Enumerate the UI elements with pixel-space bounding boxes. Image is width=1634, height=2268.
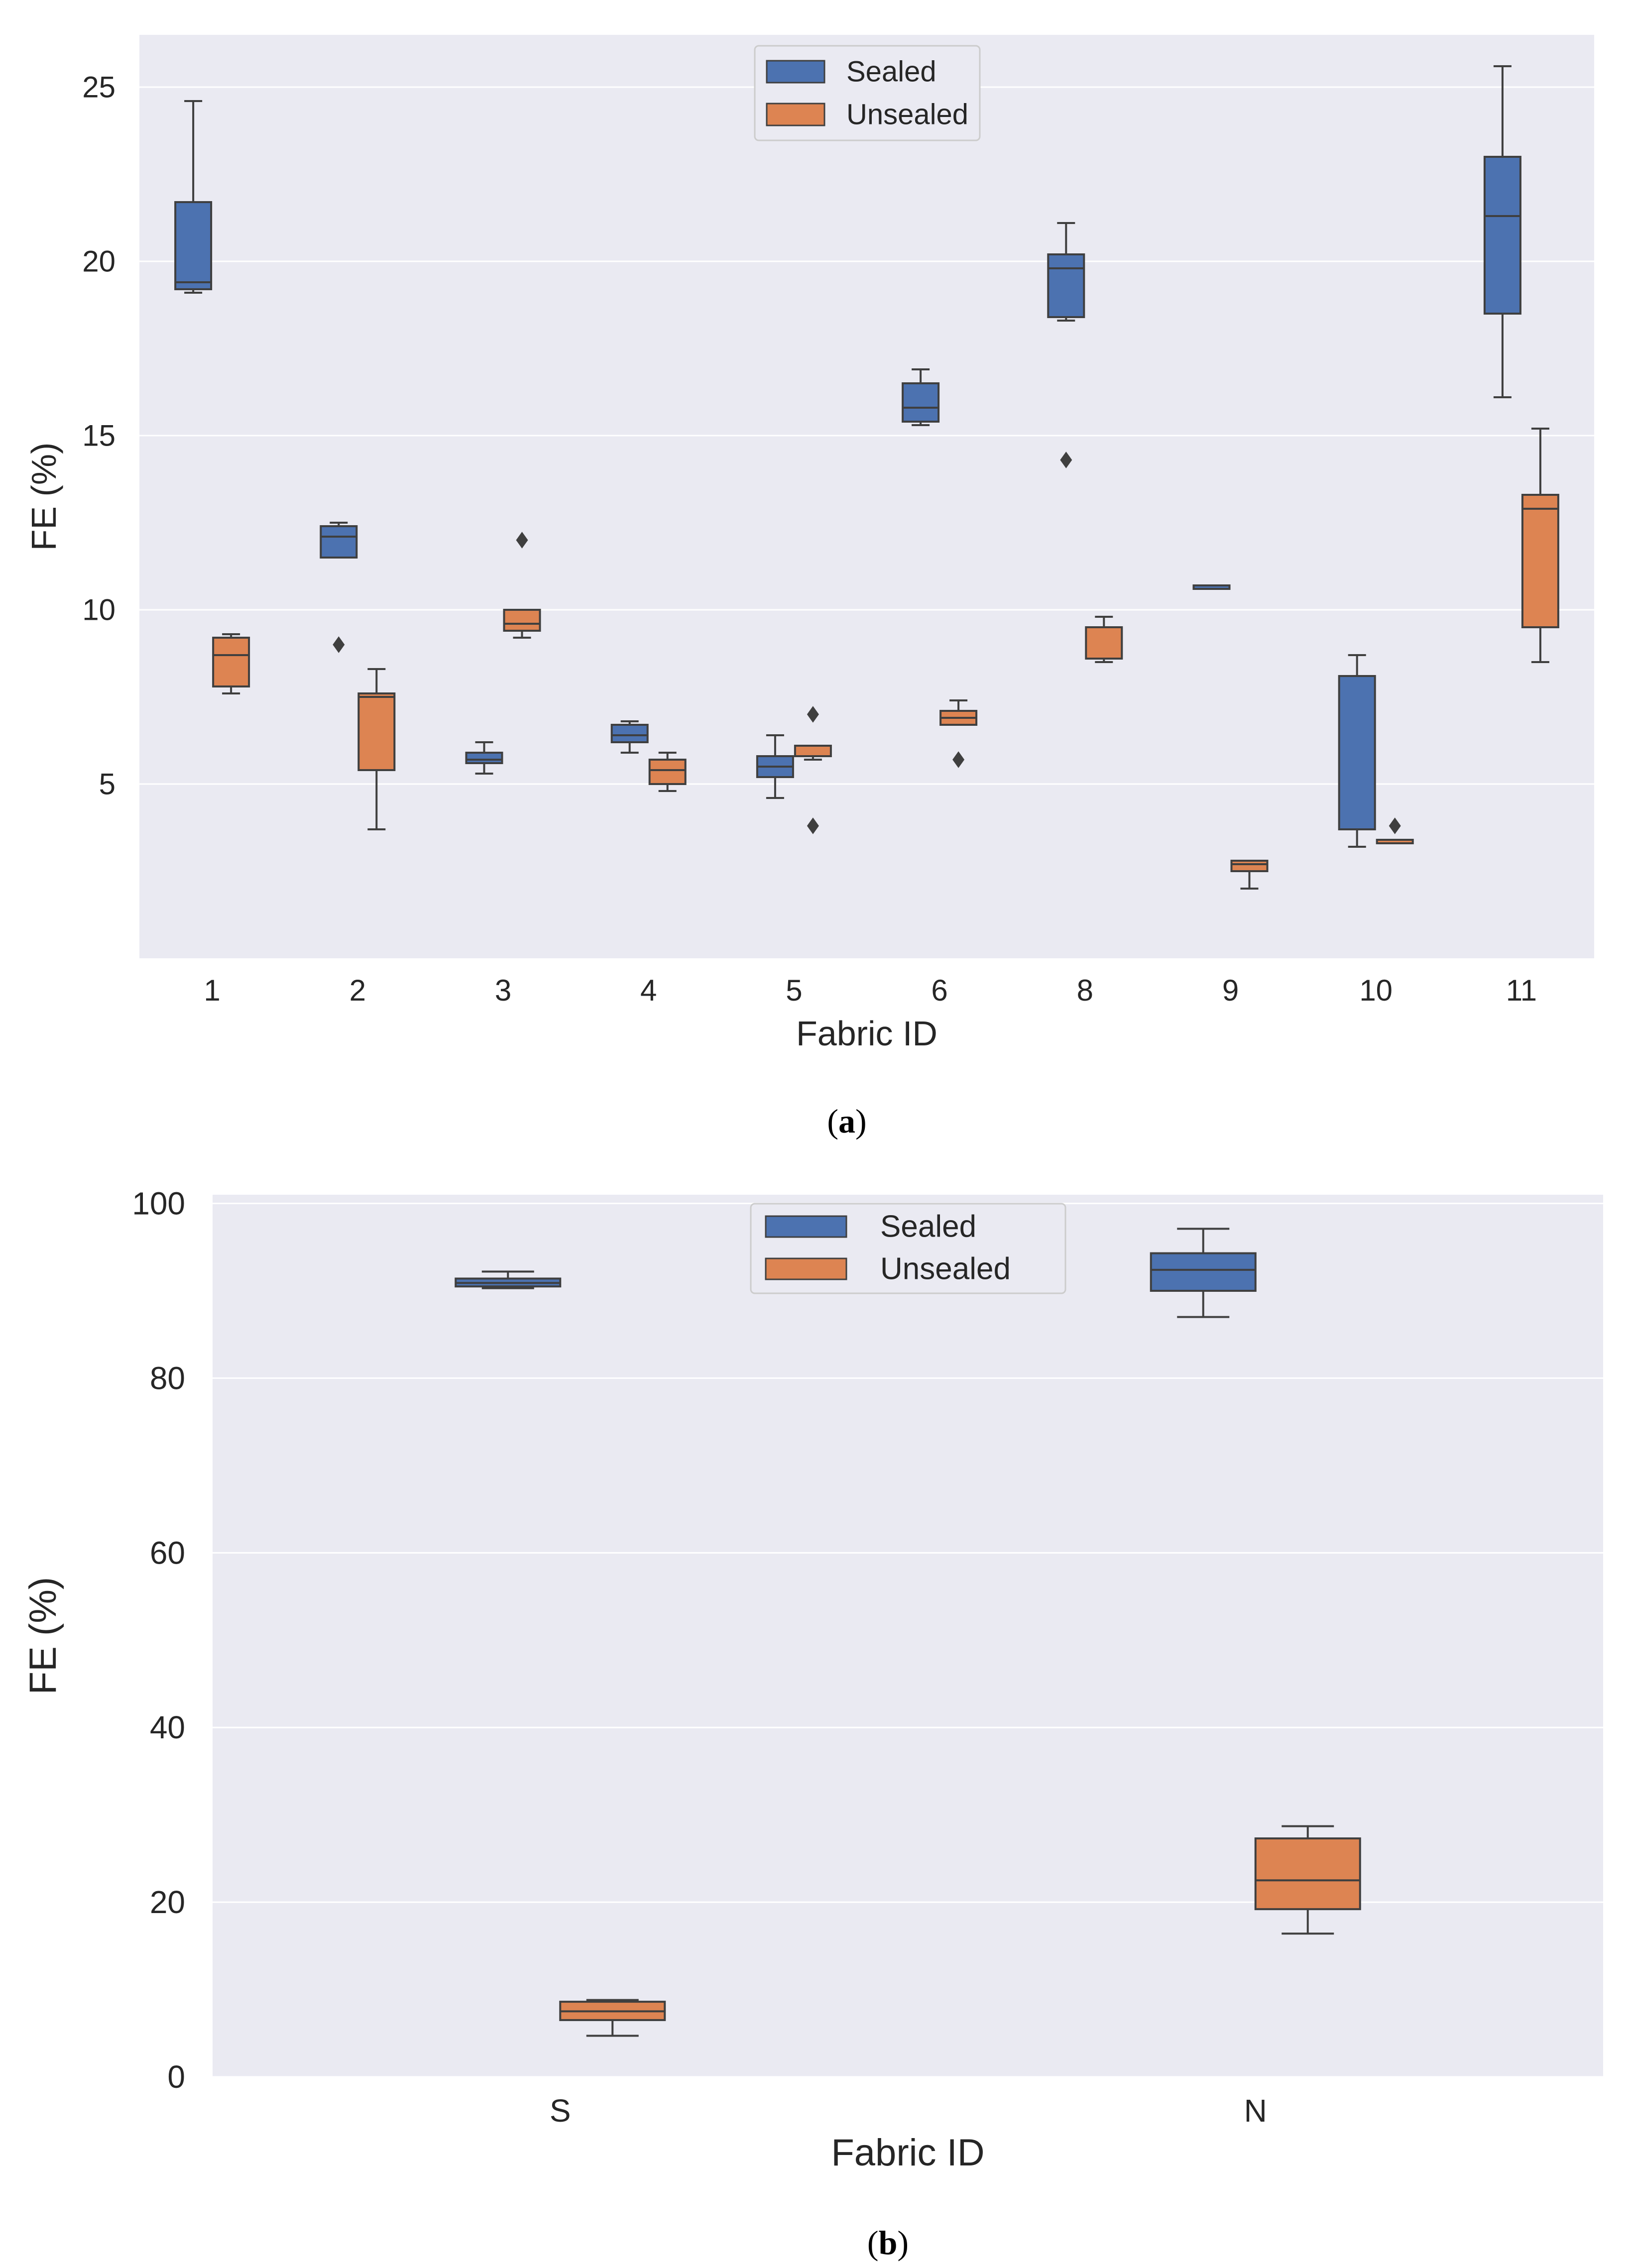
y-tick-labels-b: 0 20 40 60 80 100 bbox=[132, 1186, 185, 2095]
box-body bbox=[320, 525, 358, 559]
box-sealed-1 bbox=[174, 100, 213, 294]
box-body bbox=[1150, 1252, 1257, 1292]
box-body bbox=[1230, 860, 1269, 872]
x-tick-label: 2 bbox=[350, 974, 366, 1007]
x-tick-label: 9 bbox=[1222, 974, 1239, 1007]
gridlines-a bbox=[139, 86, 1594, 785]
box-body bbox=[1254, 1837, 1361, 1911]
x-axis-title-a: Fabric ID bbox=[796, 1014, 937, 1053]
box-sealed-S bbox=[455, 1270, 562, 1289]
legend-label-sealed-b: Sealed bbox=[880, 1210, 976, 1244]
outlier-point bbox=[1389, 817, 1401, 834]
box-unsealed-9 bbox=[1230, 860, 1269, 890]
legend-label-unsealed-b: Unsealed bbox=[880, 1252, 1011, 1286]
legend-b: Sealed Unsealed bbox=[750, 1203, 1066, 1294]
x-tick-label: 1 bbox=[204, 974, 220, 1007]
x-tick-labels-a: 1 2 3 4 5 6 8 9 10 11 bbox=[204, 974, 1537, 1007]
x-tick-label: S bbox=[550, 2093, 571, 2129]
box-unsealed-6 bbox=[939, 699, 978, 768]
outlier-point bbox=[516, 532, 528, 549]
box-unsealed-8 bbox=[1085, 616, 1123, 663]
box-unsealed-N bbox=[1254, 1825, 1361, 1935]
box-sealed-6 bbox=[902, 368, 940, 426]
y-tick-label: 25 bbox=[82, 71, 116, 104]
box-body bbox=[212, 637, 250, 687]
plot-area-b bbox=[213, 1195, 1603, 2077]
outlier-point bbox=[333, 636, 345, 653]
legend-swatch-sealed-a bbox=[766, 60, 825, 84]
legend-label-sealed-a: Sealed bbox=[846, 56, 936, 88]
y-tick-label: 80 bbox=[150, 1360, 185, 1396]
box-sealed-4 bbox=[610, 720, 649, 754]
outlier-point bbox=[952, 751, 965, 768]
box-sealed-N bbox=[1150, 1228, 1257, 1318]
y-tick-label: 20 bbox=[150, 1884, 185, 1920]
box-unsealed-3 bbox=[503, 532, 541, 639]
y-tick-label: 40 bbox=[150, 1709, 185, 1745]
box-sealed-8 bbox=[1047, 222, 1085, 468]
box-body bbox=[1085, 626, 1123, 660]
box-unsealed-1 bbox=[212, 633, 250, 694]
box-body bbox=[1521, 494, 1559, 628]
y-tick-label: 15 bbox=[82, 419, 116, 453]
box-unsealed-11 bbox=[1521, 428, 1559, 663]
x-tick-label: 8 bbox=[1077, 974, 1093, 1007]
box-body bbox=[794, 745, 832, 757]
x-tick-label: 5 bbox=[786, 974, 802, 1007]
box-body bbox=[1047, 253, 1085, 318]
box-sealed-5 bbox=[756, 734, 794, 799]
box-body bbox=[648, 759, 687, 785]
legend-a: Sealed Unsealed bbox=[754, 45, 981, 141]
x-tick-label: 3 bbox=[495, 974, 511, 1007]
box-body bbox=[357, 692, 396, 771]
legend-swatch-sealed-b bbox=[765, 1215, 847, 1238]
box-unsealed-2 bbox=[357, 668, 396, 830]
box-body bbox=[902, 382, 940, 423]
box-body bbox=[610, 724, 649, 743]
box-unsealed-10 bbox=[1376, 817, 1414, 844]
x-tick-label: 10 bbox=[1359, 974, 1393, 1007]
y-tick-label: 20 bbox=[82, 245, 116, 278]
y-tick-labels-a: 5 10 15 20 25 bbox=[82, 71, 116, 801]
panel-caption-a: (a) bbox=[827, 1102, 866, 1140]
box-sealed-10 bbox=[1338, 654, 1376, 848]
legend-swatch-unsealed-b bbox=[765, 1257, 847, 1280]
box-unsealed-5 bbox=[794, 706, 832, 834]
legend-label-unsealed-a: Unsealed bbox=[846, 99, 968, 131]
y-axis-title-b: FE (%) bbox=[22, 1577, 64, 1695]
y-axis-title-a: FE (%) bbox=[24, 443, 63, 551]
y-tick-label: 10 bbox=[82, 593, 116, 627]
outlier-point bbox=[807, 706, 819, 723]
x-tick-label: N bbox=[1244, 2093, 1267, 2129]
box-sealed-3 bbox=[465, 741, 503, 775]
boxplots-b bbox=[455, 1228, 1361, 2037]
x-tick-label: 11 bbox=[1506, 974, 1537, 1007]
y-tick-label: 5 bbox=[99, 768, 116, 801]
y-tick-label: 100 bbox=[132, 1186, 185, 1222]
box-body bbox=[174, 201, 213, 290]
x-tick-label: 6 bbox=[931, 974, 947, 1007]
x-tick-label: 4 bbox=[640, 974, 657, 1007]
outlier-point bbox=[1060, 452, 1072, 468]
box-body bbox=[465, 752, 503, 764]
box-sealed-9 bbox=[1192, 584, 1231, 590]
box-body bbox=[503, 609, 541, 632]
boxplots-a bbox=[174, 65, 1559, 890]
box-unsealed-4 bbox=[648, 752, 687, 792]
legend-swatch-unsealed-a bbox=[766, 103, 825, 126]
panel-caption-b: (b) bbox=[867, 2224, 909, 2262]
box-body bbox=[1338, 675, 1376, 830]
box-unsealed-S bbox=[559, 1999, 666, 2037]
box-sealed-11 bbox=[1483, 65, 1521, 398]
box-body bbox=[1483, 156, 1521, 315]
y-tick-label: 60 bbox=[150, 1535, 185, 1571]
box-sealed-2 bbox=[320, 522, 358, 653]
outlier-point bbox=[807, 817, 819, 834]
y-tick-label: 0 bbox=[167, 2059, 185, 2095]
x-axis-title-b: Fabric ID bbox=[831, 2132, 984, 2174]
